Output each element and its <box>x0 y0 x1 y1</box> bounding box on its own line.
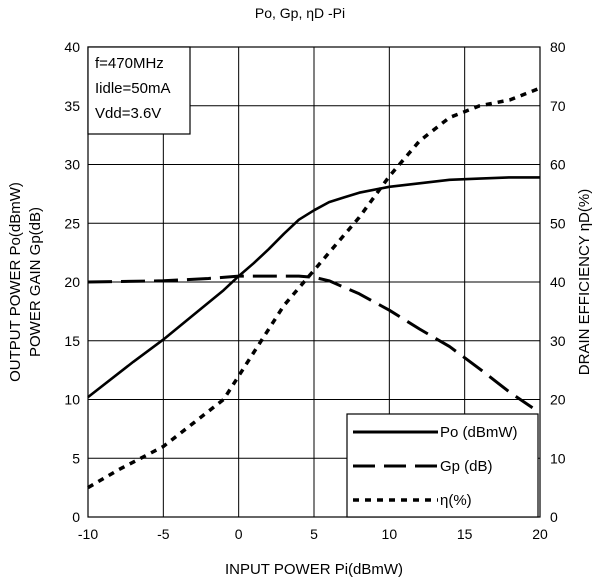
condition-frequency: f=470MHz <box>95 55 164 72</box>
x-axis-ticks: -10 -5 0 5 10 15 20 <box>78 526 548 542</box>
right-tick-label: 60 <box>550 157 566 173</box>
legend-label-gp: Gp (dB) <box>440 458 493 475</box>
x-tick-label: -10 <box>78 526 98 542</box>
x-tick-label: 20 <box>532 526 548 542</box>
x-tick-label: 15 <box>457 526 473 542</box>
left-tick-label: 35 <box>64 98 80 114</box>
series-group <box>87 86 541 490</box>
left-tick-label: 5 <box>72 450 80 466</box>
chart-title: Po, Gp, ηD -Pi <box>255 5 345 21</box>
left-tick-label: 40 <box>64 39 80 55</box>
legend-label-po: Po (dBmW) <box>440 424 518 441</box>
left-tick-label: 20 <box>64 274 80 290</box>
conditions-box: f=470MHz Iidle=50mA Vdd=3.6V <box>87 46 191 135</box>
left-axis-label-line1: OUTPUT POWER Po(dBmW) <box>7 182 24 382</box>
condition-supply-voltage: Vdd=3.6V <box>95 105 161 122</box>
right-axis-label: DRAIN EFFICIENCY ηD(%) <box>576 189 593 375</box>
left-tick-label: 15 <box>64 333 80 349</box>
legend-label-eta: η(%) <box>440 492 472 509</box>
x-tick-label: -5 <box>157 526 170 542</box>
right-tick-label: 70 <box>550 98 566 114</box>
left-axis-label-line2: POWER GAIN Gp(dB) <box>27 207 44 357</box>
left-tick-label: 0 <box>72 509 80 525</box>
right-tick-label: 0 <box>550 509 558 525</box>
right-tick-label: 10 <box>550 450 566 466</box>
x-tick-label: 10 <box>382 526 398 542</box>
x-tick-label: 0 <box>235 526 243 542</box>
x-tick-label: 5 <box>310 526 318 542</box>
po-series-line <box>87 176 540 399</box>
right-axis-ticks: 0 10 20 30 40 50 60 70 80 <box>550 39 566 525</box>
right-tick-label: 40 <box>550 274 566 290</box>
right-tick-label: 20 <box>550 392 566 408</box>
left-tick-label: 25 <box>64 215 80 231</box>
right-tick-label: 50 <box>550 215 566 231</box>
legend: Po (dBmW) Gp (dB) η(%) <box>346 413 539 518</box>
right-tick-label: 30 <box>550 333 566 349</box>
left-tick-label: 30 <box>64 157 80 173</box>
left-axis-ticks: 0 5 10 15 20 25 30 35 40 <box>64 39 80 525</box>
right-tick-label: 80 <box>550 39 566 55</box>
eta-series-line <box>87 86 541 490</box>
gp-series-line <box>87 274 534 409</box>
condition-idle-current: Iidle=50mA <box>95 80 170 97</box>
left-tick-label: 10 <box>64 392 80 408</box>
x-axis-label: INPUT POWER Pi(dBmW) <box>225 561 403 578</box>
